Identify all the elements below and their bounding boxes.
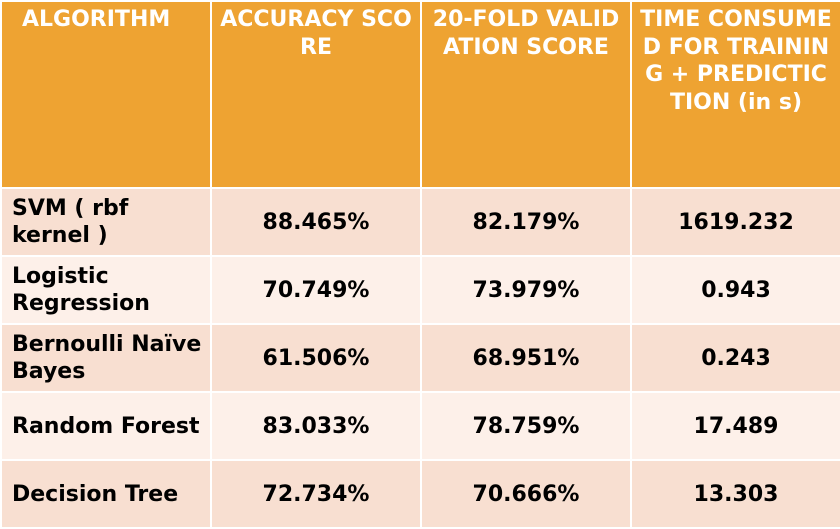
- time-cell: 0.943: [630, 255, 840, 325]
- accuracy-cell: 72.734%: [210, 459, 422, 529]
- header-row: ALGORITHM ACCURACY SCORE 20-FOLD VALIDAT…: [0, 0, 840, 189]
- accuracy-cell: 70.749%: [210, 255, 422, 325]
- algorithm-cell: SVM ( rbf kernel ): [0, 187, 212, 257]
- validation-cell: 73.979%: [420, 255, 632, 325]
- header-accuracy-score: ACCURACY SCORE: [210, 0, 422, 189]
- validation-cell: 78.759%: [420, 391, 632, 461]
- time-cell: 17.489: [630, 391, 840, 461]
- algorithm-cell: Decision Tree: [0, 459, 212, 529]
- validation-cell: 68.951%: [420, 323, 632, 393]
- header-algorithm: ALGORITHM: [0, 0, 212, 189]
- header-validation-score: 20-FOLD VALIDATION SCORE: [420, 0, 632, 189]
- accuracy-cell: 88.465%: [210, 187, 422, 257]
- table-row: SVM ( rbf kernel ) 88.465% 82.179% 1619.…: [0, 187, 840, 257]
- accuracy-cell: 83.033%: [210, 391, 422, 461]
- table-row: Bernoulli Naïve Bayes 61.506% 68.951% 0.…: [0, 323, 840, 393]
- table-row: Logistic Regression 70.749% 73.979% 0.94…: [0, 255, 840, 325]
- validation-cell: 70.666%: [420, 459, 632, 529]
- algorithm-cell: Logistic Regression: [0, 255, 212, 325]
- table-row: Decision Tree 72.734% 70.666% 13.303: [0, 459, 840, 529]
- algorithm-cell: Random Forest: [0, 391, 212, 461]
- time-cell: 13.303: [630, 459, 840, 529]
- time-cell: 1619.232: [630, 187, 840, 257]
- header-time-consumed: TIME CONSUMED FOR TRAINING + PREDICTICTI…: [630, 0, 840, 189]
- table-row: Random Forest 83.033% 78.759% 17.489: [0, 391, 840, 461]
- time-cell: 0.243: [630, 323, 840, 393]
- validation-cell: 82.179%: [420, 187, 632, 257]
- accuracy-cell: 61.506%: [210, 323, 422, 393]
- algorithm-cell: Bernoulli Naïve Bayes: [0, 323, 212, 393]
